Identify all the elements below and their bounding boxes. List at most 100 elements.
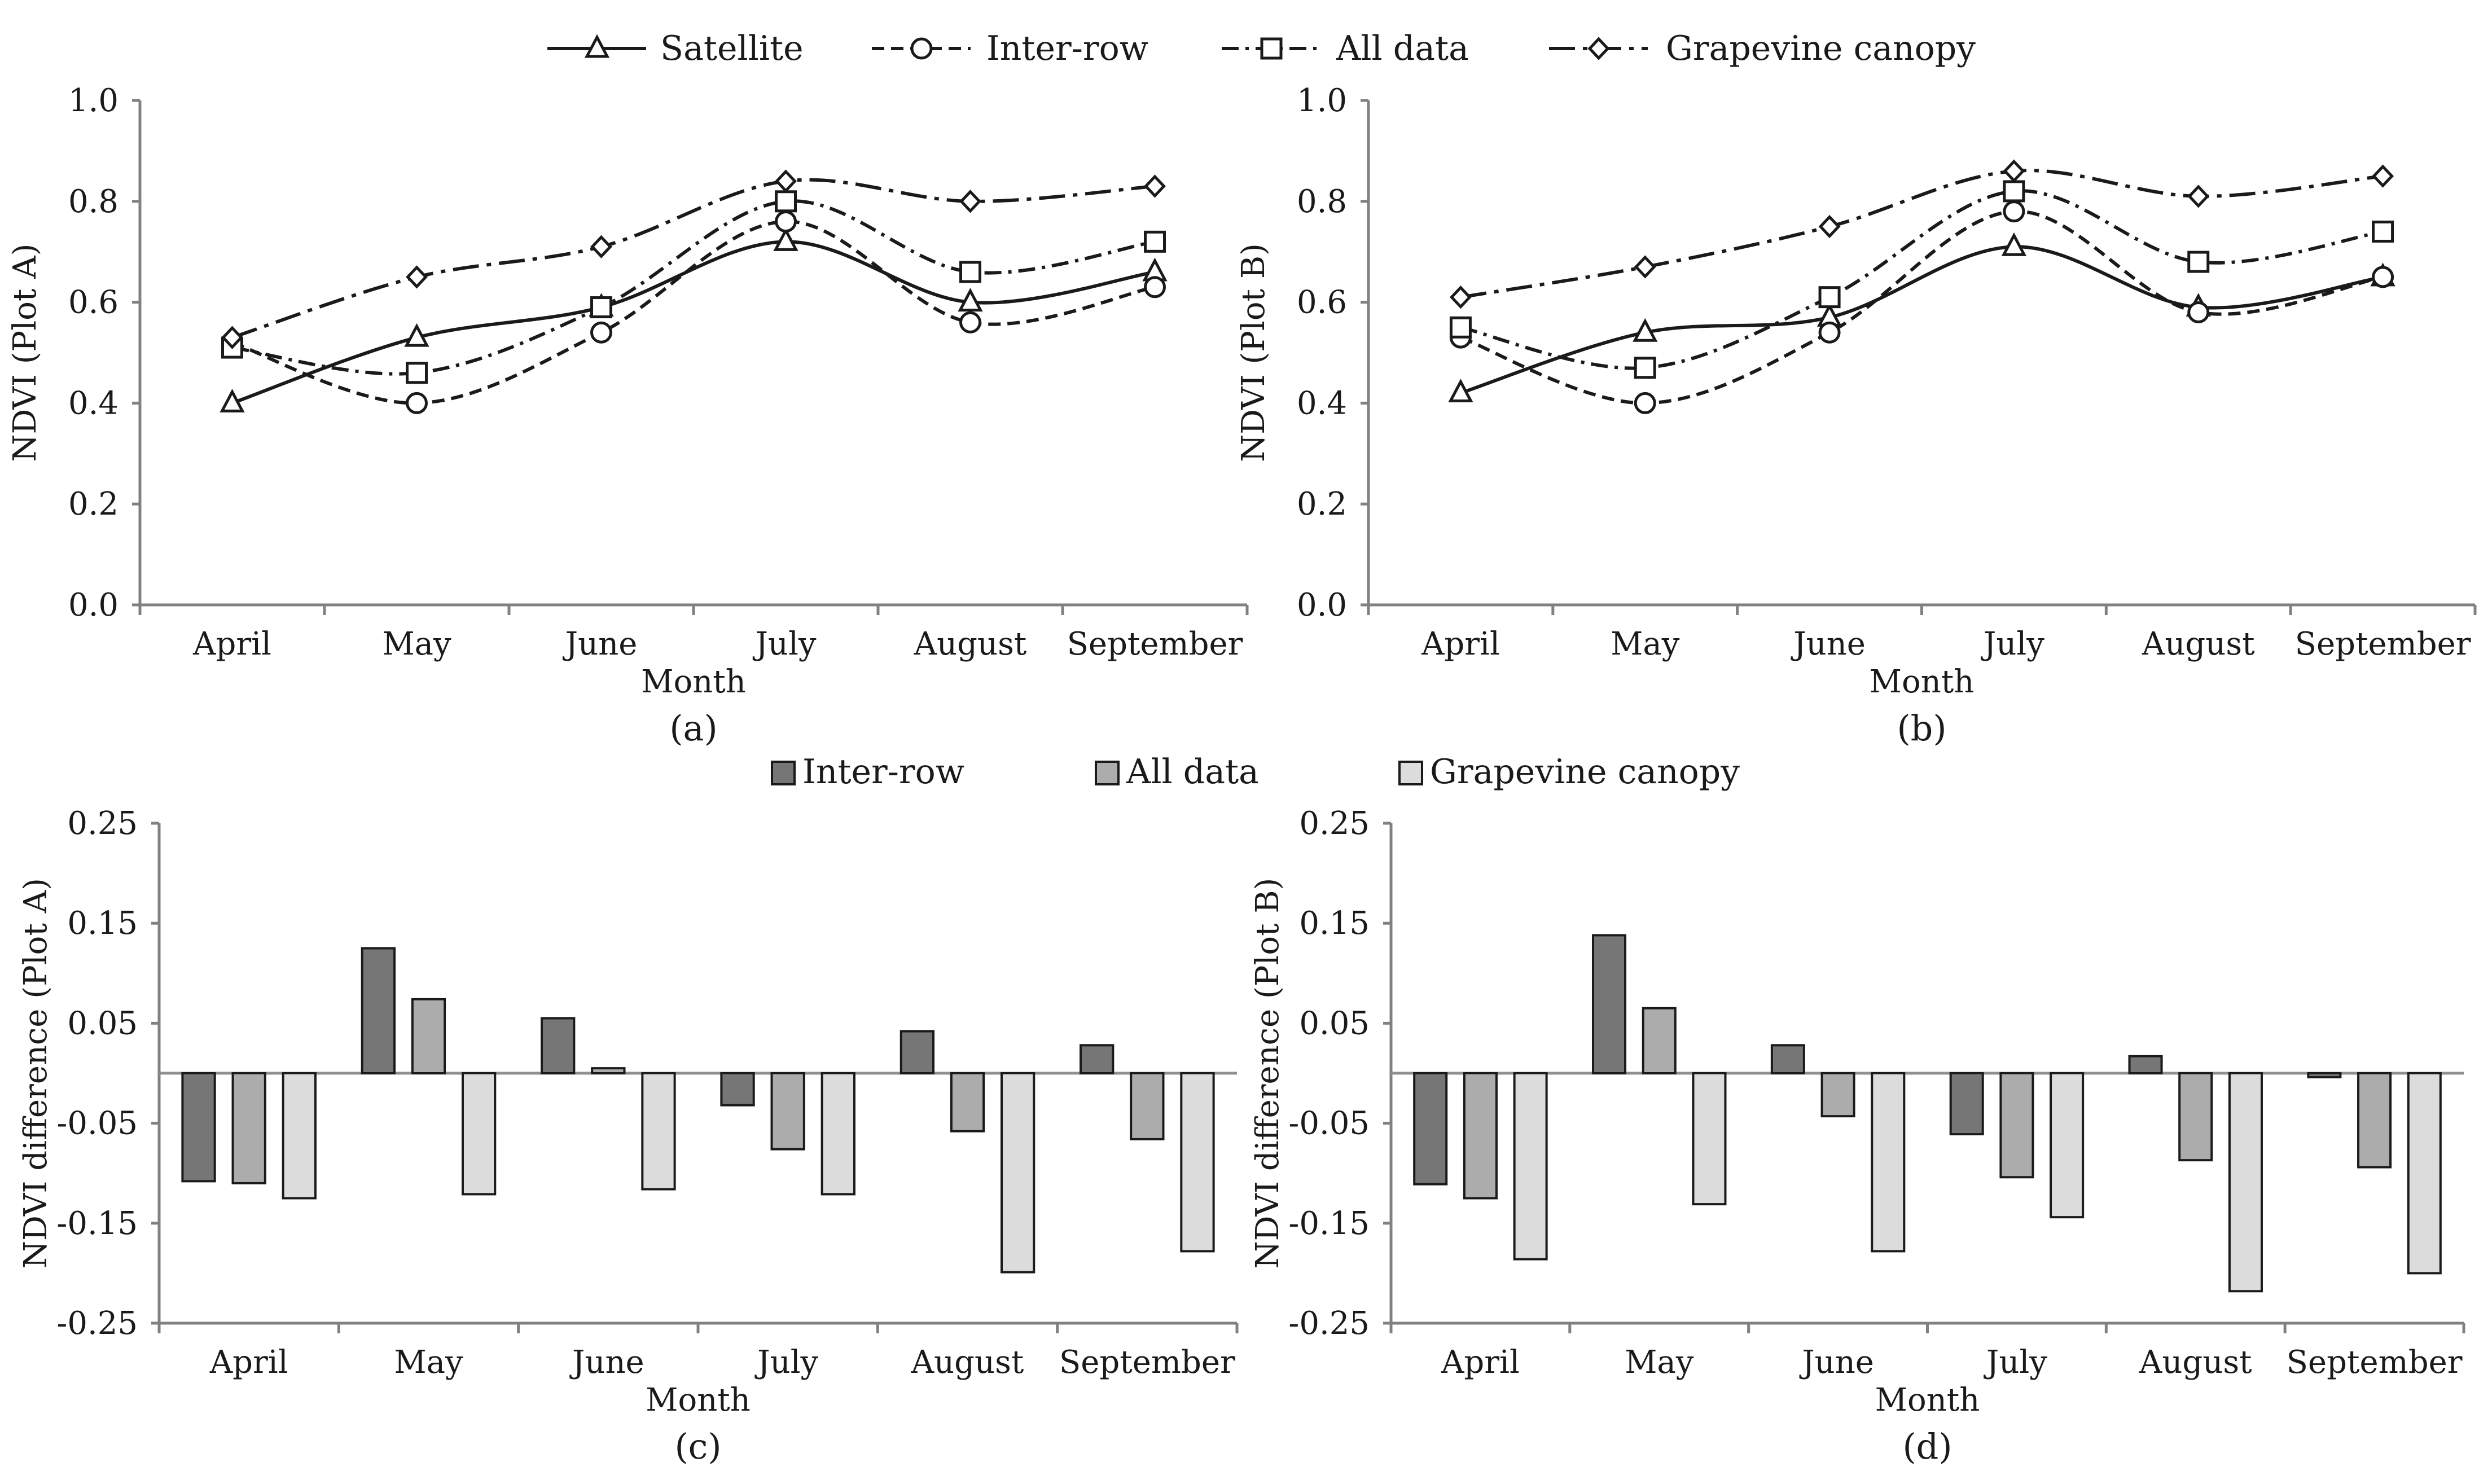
x-tick-label-september: September xyxy=(1067,626,1243,662)
y-tick-label: -0.05 xyxy=(56,1105,138,1142)
y-tick-label: -0.15 xyxy=(1288,1205,1370,1242)
series-line-all-data xyxy=(232,199,1155,376)
point-satellite-july xyxy=(773,227,798,251)
legend-swatch xyxy=(771,761,796,785)
x-tick-label-june: June xyxy=(563,626,638,662)
point-inter-row-august xyxy=(2187,301,2210,323)
point-all-data-june xyxy=(1818,286,1841,309)
x-axis-title: Month xyxy=(646,1382,751,1419)
series-all-data xyxy=(1463,1007,2392,1200)
x-tick-label-july: July xyxy=(752,626,816,662)
point-grapevine-canopy-september xyxy=(2372,164,2394,188)
bar-grapevine-canopy-april xyxy=(282,1072,317,1200)
point-inter-row-september xyxy=(2372,266,2394,288)
y-axis-title: NDVI (Plot A) xyxy=(7,243,43,462)
bar-all-data-may xyxy=(1642,1007,1677,1074)
bar-inter-row-july xyxy=(1949,1072,1984,1136)
legend-label: Inter-row xyxy=(986,29,1148,68)
bar-grapevine-canopy-june xyxy=(641,1072,676,1191)
bar-grapevine-canopy-september xyxy=(1180,1072,1215,1253)
series-grapevine-canopy xyxy=(221,169,1166,349)
line-chart-a: 0.0 0.2 0.4 0.6 0.8 1.0 April May June July August… xyxy=(7,82,1249,749)
legend-label: All data xyxy=(1126,752,1259,792)
bar-inter-row-june xyxy=(1770,1044,1805,1075)
point-all-data-july xyxy=(2003,180,2025,203)
point-grapevine-canopy-june xyxy=(590,235,612,258)
legend-item-satellite: Satellite xyxy=(547,29,804,68)
bar-grapevine-canopy-august xyxy=(1000,1072,1036,1274)
series-satellite xyxy=(220,227,1168,412)
y-tick-label: 0.05 xyxy=(1299,1005,1370,1042)
point-inter-row-june xyxy=(590,321,612,344)
bar-grapevine-canopy-september xyxy=(2407,1072,2442,1275)
point-grapevine-canopy-july xyxy=(775,169,797,193)
point-grapevine-canopy-august xyxy=(2187,185,2210,208)
x-tick-label-june: June xyxy=(569,1344,644,1381)
point-all-data-september xyxy=(2372,220,2394,243)
x-tick-label-april: April xyxy=(1441,1344,1520,1381)
x-tick-label-april: April xyxy=(1421,626,1500,662)
x-tick-label-september: September xyxy=(2287,1344,2463,1381)
point-grapevine-canopy-july xyxy=(2003,159,2025,183)
y-tick-label: 0.05 xyxy=(67,1005,138,1042)
y-tick-label: -0.25 xyxy=(56,1305,138,1342)
bar-all-data-june xyxy=(591,1067,626,1075)
y-tick-label: 0.8 xyxy=(1297,183,1347,220)
bar-inter-row-august xyxy=(2128,1055,2163,1074)
bar-grapevine-canopy-july xyxy=(821,1072,855,1196)
point-inter-row-july xyxy=(2003,200,2025,223)
point-all-data-august xyxy=(959,261,981,283)
legend-item-grapevine-canopy: Grapevine canopy xyxy=(1398,752,1740,792)
series-grapevine-canopy xyxy=(1449,159,2394,309)
series-line-satellite xyxy=(1460,245,2384,395)
bar-inter-row-june xyxy=(541,1017,576,1075)
point-inter-row-september xyxy=(1144,276,1166,298)
x-tick-label-july: July xyxy=(754,1344,818,1381)
legend-label: Satellite xyxy=(660,29,804,68)
point-satellite-april xyxy=(220,389,245,412)
bar-inter-row-may xyxy=(1592,934,1627,1074)
series-line-inter-row xyxy=(1460,209,2384,405)
y-tick-label: 0.0 xyxy=(68,587,119,624)
point-all-data-july xyxy=(775,190,797,213)
y-tick-label: 0.4 xyxy=(68,385,119,422)
bar-inter-row-july xyxy=(720,1072,755,1107)
point-satellite-april xyxy=(1448,379,1473,403)
y-tick-label: 1.0 xyxy=(1297,82,1347,119)
point-satellite-may xyxy=(1633,318,1658,342)
bar-grapevine-canopy-july xyxy=(2050,1072,2085,1219)
legend-marker-diamond xyxy=(1587,37,1610,60)
bar-grapevine-canopy-may xyxy=(461,1072,497,1196)
legend-label: Inter-row xyxy=(802,752,964,792)
legend-marker-circle xyxy=(910,37,933,60)
y-tick-label: 0.2 xyxy=(1297,486,1347,523)
bar-all-data-may xyxy=(411,998,446,1074)
bar-all-data-july xyxy=(1999,1072,2034,1179)
y-tick-label: 0.6 xyxy=(1297,284,1347,321)
x-tick-label-august: August xyxy=(914,626,1027,662)
x-tick-label-june: June xyxy=(1791,626,1866,662)
bar-all-data-august xyxy=(950,1072,985,1132)
x-tick-label-august: August xyxy=(2139,1344,2252,1381)
series-line-grapevine-canopy xyxy=(231,178,1155,340)
series-all-data xyxy=(1449,180,2394,379)
x-axis-title: Month xyxy=(1870,664,1975,700)
point-grapevine-canopy-may xyxy=(406,265,428,289)
series-line-grapevine-canopy xyxy=(1460,169,2383,299)
point-all-data-april xyxy=(1449,316,1472,339)
y-tick-label: 0.15 xyxy=(67,905,138,942)
point-inter-row-august xyxy=(959,311,981,333)
x-tick-label-august: August xyxy=(911,1344,1024,1381)
y-tick-label: 0.15 xyxy=(1299,905,1370,942)
y-tick-label: 1.0 xyxy=(68,82,119,119)
x-tick-label-september: September xyxy=(1059,1344,1235,1381)
y-tick-label: 0.6 xyxy=(68,284,119,321)
y-tick-label: 0.4 xyxy=(1297,385,1347,422)
x-tick-label-june: June xyxy=(1799,1344,1874,1381)
point-inter-row-july xyxy=(775,210,797,233)
bar-grapevine-canopy-august xyxy=(2228,1072,2263,1293)
point-grapevine-canopy-august xyxy=(959,190,981,213)
x-tick-label-july: July xyxy=(1984,1344,2047,1381)
panel-label: (d) xyxy=(1902,1426,1952,1467)
